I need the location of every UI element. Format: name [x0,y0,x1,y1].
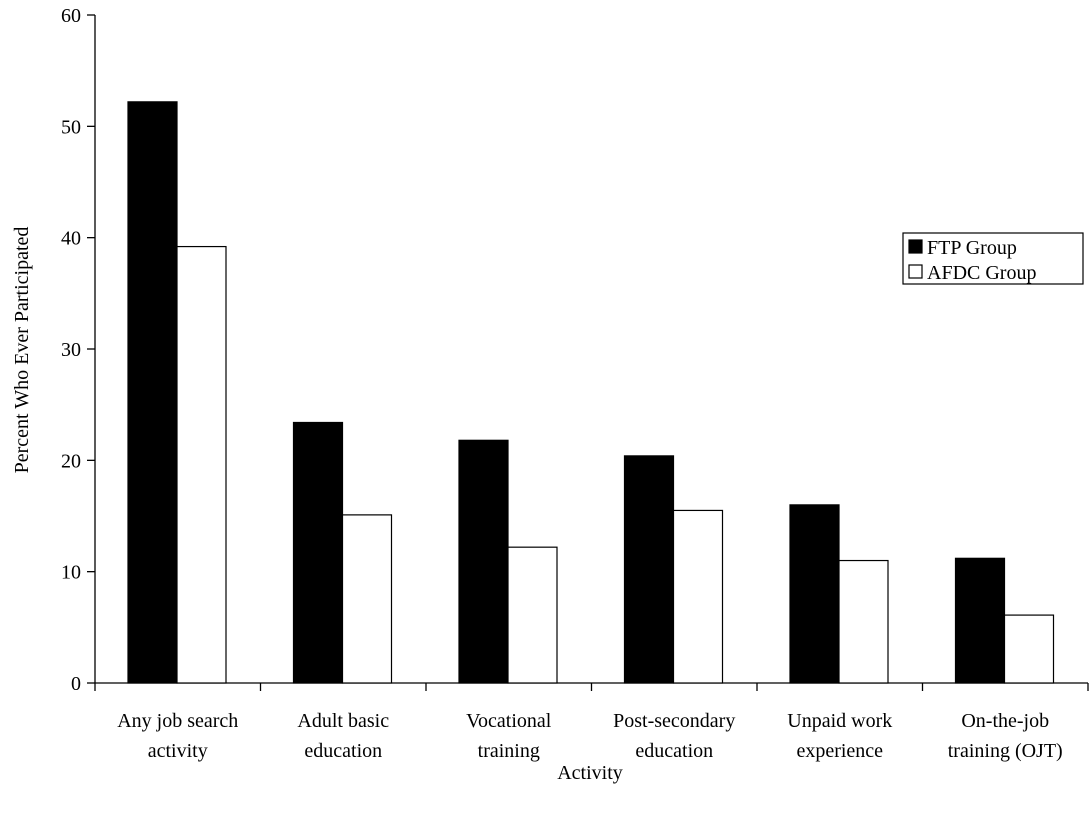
x-tick-label: Any job search activity [117,710,238,762]
bar [341,514,393,684]
y-axis-label: Percent Who Ever Participated [11,227,33,474]
x-tick-label: Vocational training [466,710,552,762]
x-tick-label: On-the-job training (OJT) [948,710,1063,762]
y-tick-label: 60 [61,5,81,27]
bar [789,504,840,684]
bar [954,557,1006,684]
bar [127,101,178,684]
y-tick-label: 40 [61,228,81,250]
y-tick-label: 0 [71,673,81,695]
bar [507,546,558,684]
legend-box [902,232,1084,285]
legend-label: FTP Group [927,237,1017,259]
bar [458,439,509,684]
y-tick-label: 50 [61,116,81,138]
bar [292,421,344,684]
bar [176,245,227,684]
bar [672,509,724,684]
legend-swatch [908,239,923,254]
x-tick-label: Unpaid work experience [787,710,892,762]
legend-label: AFDC Group [927,262,1036,284]
bar [838,559,889,684]
bar [1003,614,1055,684]
x-axis-label: Activity [557,762,623,784]
bar [623,455,675,684]
x-tick-label: Post-secondary education [613,710,735,762]
legend-swatch [908,264,923,279]
y-tick-label: 20 [61,450,81,472]
y-tick-label: 30 [61,339,81,361]
y-tick-label: 10 [61,562,81,584]
x-tick-label: Adult basic education [297,710,389,762]
